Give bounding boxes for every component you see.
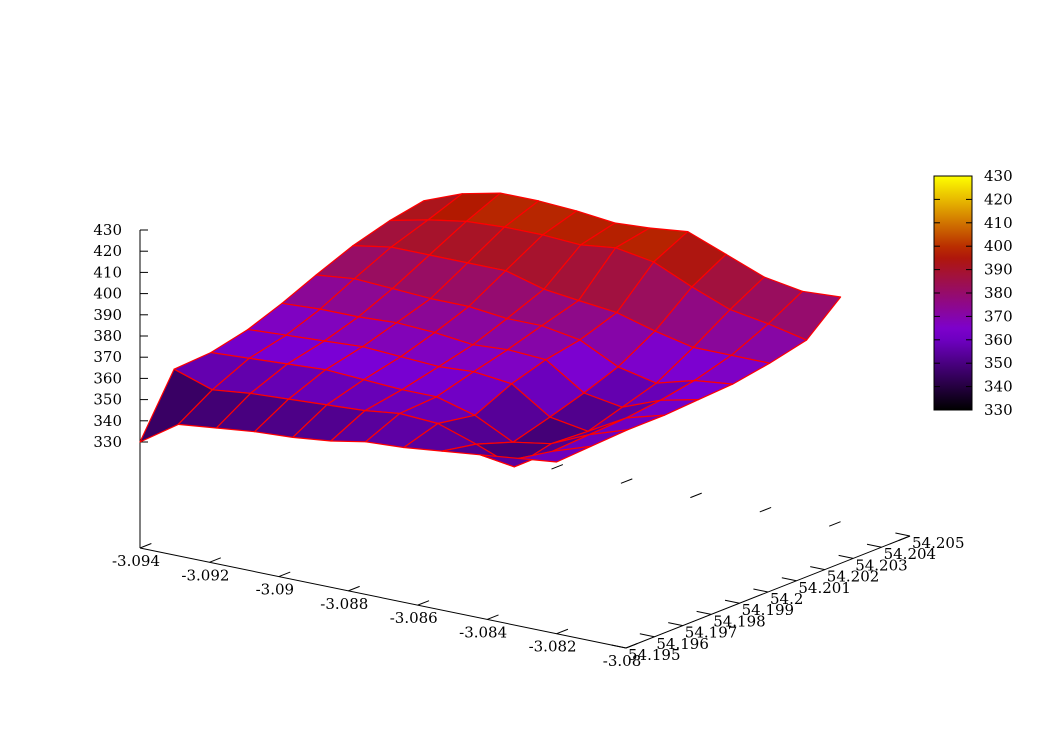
x-tick: [348, 585, 360, 592]
z-tick-label: 350: [93, 391, 122, 409]
y-tick-label: 54.204: [884, 545, 937, 563]
x-tick-far: [551, 464, 564, 470]
colorbar-tick-label: 370: [984, 307, 1013, 325]
y-tick: [668, 622, 683, 627]
x-tick-label: -3.086: [390, 609, 438, 627]
x-tick-label: -3.084: [459, 623, 507, 641]
tick-labels: -3.094 -3.092 -3.09 -3.088 -3.086 -3.084 -3.08…: [93, 221, 964, 670]
colorbar-tick-label: 400: [984, 237, 1013, 255]
x-tick: [556, 628, 569, 635]
x-tick-far: [829, 521, 841, 527]
y-tick: [639, 633, 655, 638]
y-tick: [781, 577, 797, 582]
x-tick-label: -3.088: [320, 595, 368, 613]
axes: [139, 229, 911, 649]
colorbar-tick-label: 340: [984, 378, 1013, 396]
x-tick-label: -3.092: [181, 566, 229, 584]
x-tick: [278, 571, 291, 578]
y-tick: [696, 610, 712, 615]
y-tick-label: 54.2: [770, 590, 803, 608]
y-tick-label: 54.202: [827, 568, 880, 586]
y-tick: [810, 566, 825, 571]
colorbar-tick-label: 330: [984, 401, 1013, 419]
x-tick: [209, 557, 221, 563]
colorbar: 330 340 350 360 370 380 390 400 410 420 430: [933, 167, 1013, 419]
x-tick-far: [759, 506, 772, 513]
x-tick-far: [620, 478, 633, 484]
y-tick-label: 54.203: [855, 556, 908, 574]
y-tick-label: 54.201: [798, 579, 851, 597]
y-tick: [611, 644, 627, 649]
y-tick-label: 54.198: [713, 612, 766, 630]
y-tick: [724, 599, 740, 604]
y-tick: [895, 532, 911, 537]
x-tick: [486, 614, 499, 620]
x-tick-far: [690, 492, 702, 499]
y-tick-label: 54.205: [912, 534, 965, 552]
z-tick-label: 430: [93, 221, 122, 239]
colorbar-tick-label: 360: [984, 331, 1013, 349]
colorbar-tick-label: 350: [984, 354, 1013, 372]
x-tick-label: -3.09: [256, 581, 294, 599]
x-tick-far: [898, 535, 911, 541]
surface-cell: [517, 445, 592, 463]
z-tick-label: 400: [93, 285, 122, 303]
y-tick-label: 54.196: [656, 635, 709, 653]
x-tick: [625, 643, 638, 649]
x-axis-line: [139, 547, 627, 649]
colorbar-tick-label: 390: [984, 261, 1013, 279]
y-tick-label: 54.199: [742, 601, 795, 619]
z-tick-label: 330: [93, 433, 122, 451]
y-tick-label: 54.197: [685, 624, 738, 642]
surface-mesh: [139, 192, 842, 468]
z-tick-label: 370: [93, 348, 122, 366]
colorbar-tick-label: 380: [984, 284, 1013, 302]
x-tick: [139, 543, 152, 549]
y-tick: [753, 588, 769, 593]
z-tick-label: 390: [93, 306, 122, 324]
colorbar-tick-label: 410: [984, 214, 1013, 232]
y-tick: [866, 543, 882, 548]
x-tick-label: -3.082: [529, 638, 577, 656]
z-tick-label: 360: [93, 369, 122, 387]
z-tick-label: 380: [93, 327, 122, 345]
x-tick: [417, 600, 430, 606]
z-tick-label: 340: [93, 412, 122, 430]
x-tick-label: -3.08: [603, 652, 641, 670]
colorbar-tick-label: 430: [984, 167, 1013, 185]
y-tick-label: 54.195: [628, 646, 681, 664]
x-tick-label: -3.094: [112, 552, 160, 570]
z-tick-label: 410: [93, 263, 122, 281]
colorbar-tick-label: 420: [984, 190, 1013, 208]
z-tick-label: 420: [93, 242, 122, 260]
y-tick: [838, 554, 854, 559]
